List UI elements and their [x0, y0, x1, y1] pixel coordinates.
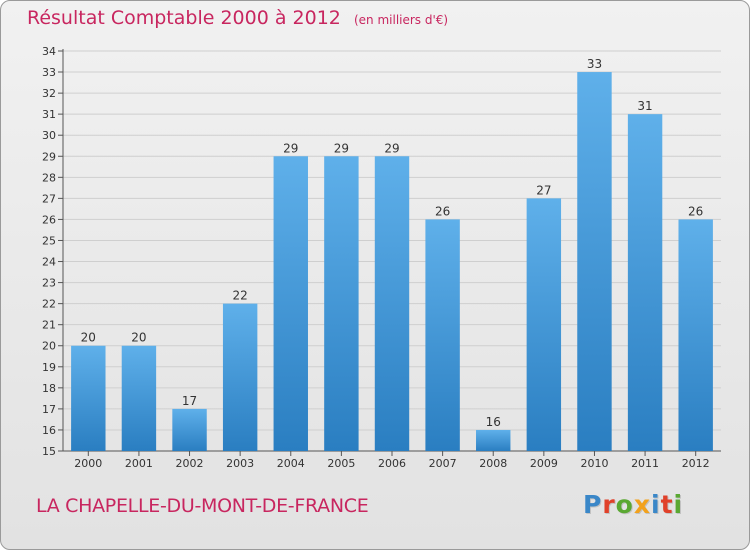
x-tick-label: 2011 — [631, 457, 659, 470]
x-tick-label: 2006 — [378, 457, 406, 470]
logo-letter: i — [651, 490, 661, 519]
y-tick-label: 18 — [42, 382, 56, 395]
x-tick-label: 2000 — [74, 457, 102, 470]
y-tick-label: 34 — [42, 45, 56, 58]
data-label: 29 — [384, 141, 399, 155]
bar-2007 — [425, 219, 460, 451]
y-tick-label: 17 — [42, 403, 56, 416]
y-tick-label: 33 — [42, 66, 56, 79]
y-tick-label: 27 — [42, 192, 56, 205]
y-tick-label: 21 — [42, 319, 56, 332]
y-tick-label: 28 — [42, 171, 56, 184]
y-tick-label: 15 — [42, 445, 56, 458]
bar-2003 — [222, 303, 258, 451]
bar-2011 — [627, 114, 663, 451]
y-tick-label: 25 — [42, 234, 56, 247]
x-tick-label: 2003 — [226, 457, 254, 470]
data-label: 26 — [435, 204, 450, 218]
y-tick-label: 29 — [42, 150, 56, 163]
chart-title-group: Résultat Comptable 2000 à 2012 (en milli… — [27, 7, 448, 29]
logo-letter: t — [660, 490, 674, 519]
y-tick-label: 20 — [42, 340, 56, 353]
logo-letter: x — [633, 490, 651, 519]
data-label: 29 — [283, 141, 298, 155]
bar-2010 — [577, 72, 612, 451]
data-label: 31 — [637, 99, 652, 113]
chart-unit-label: (en milliers d'€) — [353, 13, 449, 27]
y-tick-label: 32 — [42, 87, 56, 100]
bar-2009 — [526, 198, 562, 451]
logo-letter: o — [615, 490, 634, 519]
data-label: 33 — [587, 57, 602, 71]
logo-letter: r — [602, 490, 616, 519]
bar-2001 — [121, 345, 157, 451]
bar-2008 — [476, 429, 511, 451]
bar-2002 — [172, 408, 207, 451]
data-label: 20 — [81, 331, 96, 345]
x-tick-label: 2001 — [125, 457, 153, 470]
x-tick-label: 2009 — [530, 457, 558, 470]
bars — [71, 72, 713, 451]
x-tick-label: 2012 — [682, 457, 710, 470]
data-label: 29 — [334, 141, 349, 155]
bar-2004 — [273, 156, 308, 451]
bar-2000 — [71, 345, 106, 451]
data-label: 20 — [131, 331, 146, 345]
x-tick-label: 2005 — [327, 457, 355, 470]
data-label: 22 — [233, 289, 248, 303]
city-name: LA CHAPELLE-DU-MONT-DE-FRANCE — [36, 495, 369, 517]
x-tick-label: 2002 — [176, 457, 204, 470]
data-label: 26 — [688, 204, 703, 218]
y-tick-label: 16 — [42, 424, 56, 437]
chart-title: Résultat Comptable 2000 à 2012 — [27, 7, 341, 29]
bar-2006 — [374, 156, 410, 451]
x-tick-label: 2008 — [479, 457, 507, 470]
y-tick-label: 19 — [42, 361, 56, 374]
data-label: 16 — [486, 415, 501, 429]
data-label: 17 — [182, 394, 197, 408]
y-tick-label: 23 — [42, 277, 56, 290]
proxiti-logo: Proxiti — [583, 490, 683, 519]
logo-letter: i — [673, 490, 684, 519]
y-tick-label: 22 — [42, 298, 56, 311]
x-tick-label: 2010 — [580, 457, 608, 470]
x-tick-label: 2004 — [277, 457, 305, 470]
y-tick-label: 31 — [42, 108, 56, 121]
y-tick-label: 30 — [42, 129, 56, 142]
data-label: 27 — [536, 183, 551, 197]
labels: 2000 20 2001 20 2002 17 2003 22 2004 29 2005 29 2006… — [74, 57, 709, 470]
y-tick-label: 24 — [42, 256, 56, 269]
bar-2005 — [324, 156, 359, 451]
y-tick-label: 26 — [42, 213, 56, 226]
bar-2012 — [678, 219, 713, 451]
logo-letter: P — [583, 490, 603, 519]
x-tick-label: 2007 — [429, 457, 457, 470]
